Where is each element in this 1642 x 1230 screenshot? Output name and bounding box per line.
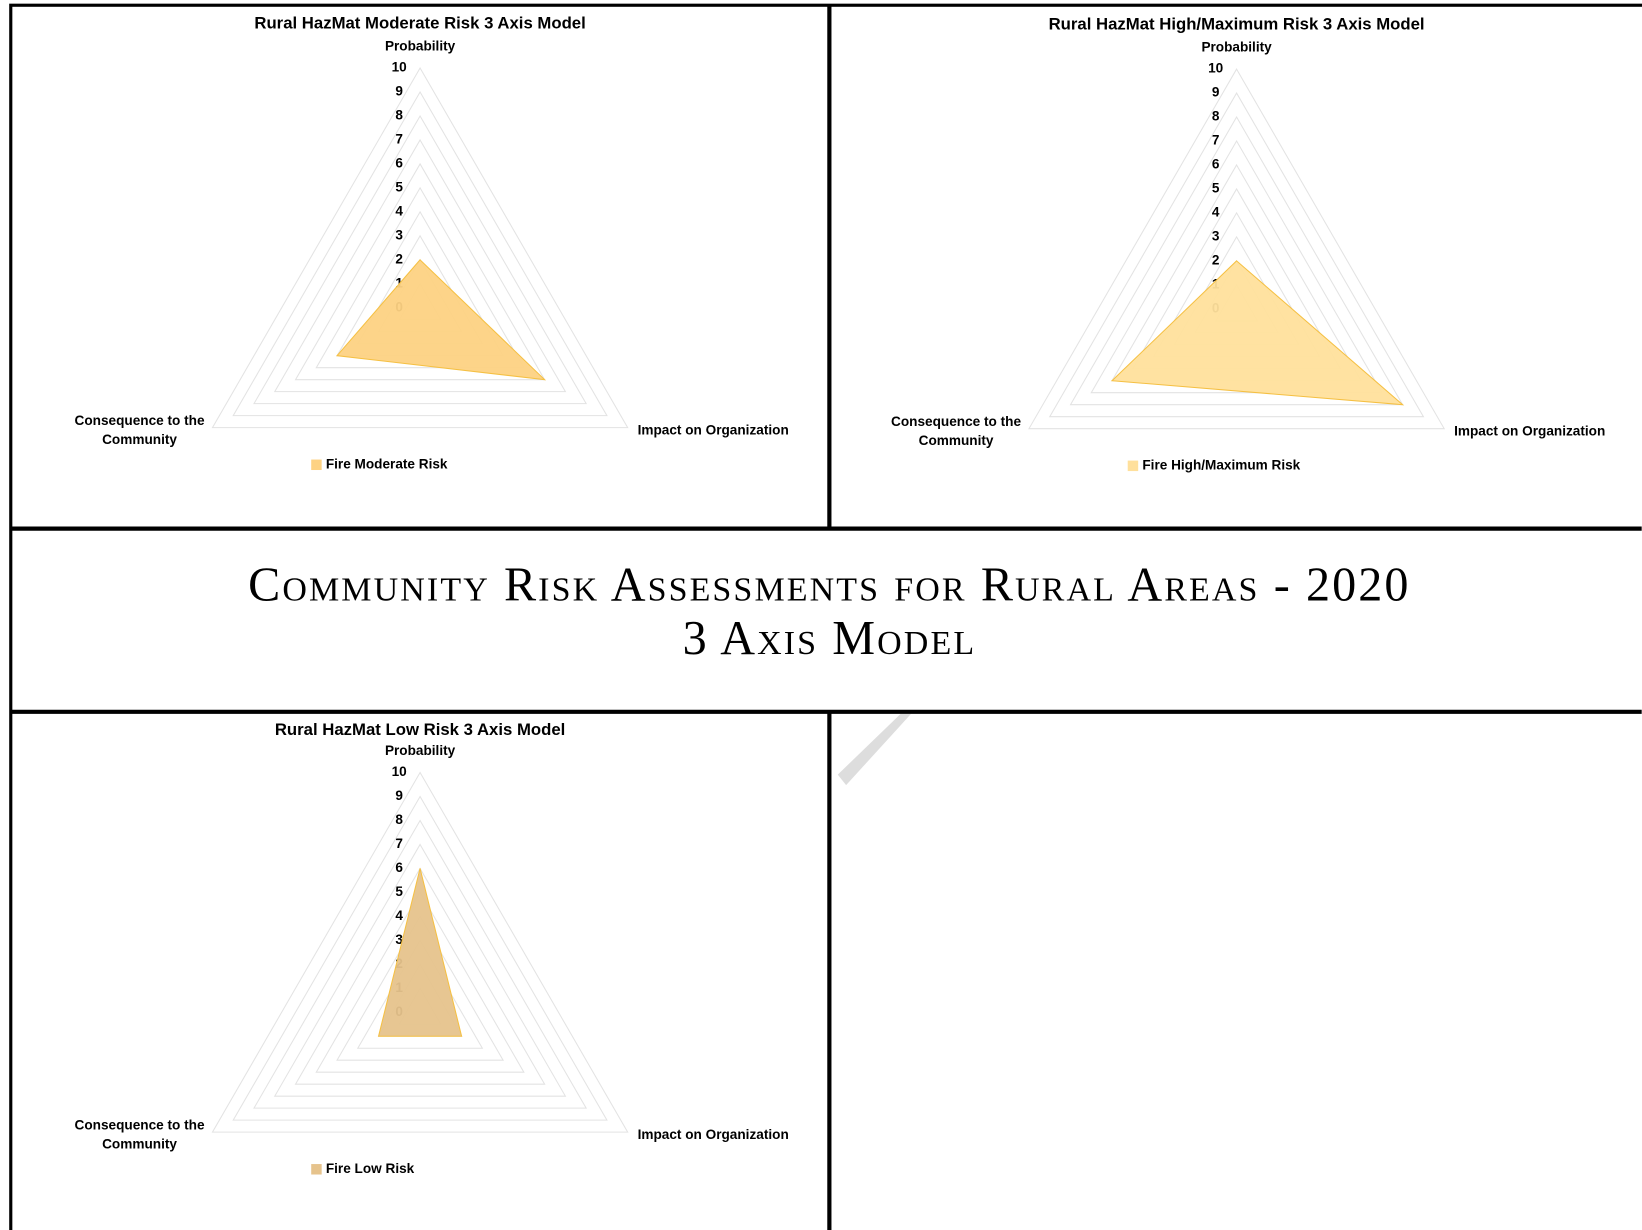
grid-line [1090, 139, 1383, 394]
axis-label: Impact on Organization [1454, 422, 1606, 439]
axis-label: Consequence to the Community [74, 412, 205, 447]
axis-label-box: Impact on Organization [1454, 422, 1606, 439]
chart-title: Rural HazMat Low Risk 3 Axis Model [275, 720, 565, 739]
tick-label: 7 [395, 132, 403, 147]
tick-label: 8 [395, 108, 403, 123]
tick-label: 8 [395, 812, 403, 827]
tick-label: 10 [392, 60, 407, 75]
grid-line [211, 66, 629, 429]
tick-label: 2 [1212, 252, 1220, 267]
grid-line [1028, 68, 1446, 430]
tick-label: 7 [395, 836, 403, 851]
axis-label-box: Consequence to the Community [74, 412, 205, 447]
axis-label: Impact on Organization [637, 421, 789, 438]
tick-label: 10 [392, 764, 407, 779]
tick-label: 6 [395, 860, 403, 875]
legend-swatch [1127, 460, 1139, 472]
tick-label: 5 [395, 179, 403, 194]
grid-line [294, 867, 546, 1085]
radar-area [377, 868, 463, 1037]
radar-area [335, 259, 547, 381]
tick-label: 4 [395, 203, 403, 218]
grid-line [232, 90, 608, 417]
tick-label: 1 [395, 275, 403, 290]
tick-label: 2 [395, 251, 403, 266]
axis-label: Consequence to the Community [74, 1116, 205, 1152]
axis-label: Probability [1201, 40, 1272, 55]
axis-label: Consequence to the Community [891, 413, 1022, 449]
grid-line [253, 114, 588, 405]
legend-label: Fire High/Maximum Risk [1142, 457, 1300, 472]
grid-line [232, 795, 608, 1121]
axis-label-box: Impact on Organization [637, 421, 789, 438]
chart-title: Rural HazMat Moderate Risk 3 Axis Model [254, 13, 585, 32]
grid-line [273, 843, 567, 1097]
tick-label: 3 [395, 932, 403, 947]
chart-title: Rural HazMat High/Maximum Risk 3 Axis Mo… [1049, 15, 1425, 34]
tick-label: 8 [1212, 109, 1220, 124]
grid-line [315, 891, 525, 1073]
tick-label: 9 [1212, 85, 1220, 100]
grid-line [273, 138, 567, 393]
grid-line [1048, 92, 1425, 418]
radar-area [1110, 260, 1405, 406]
legend-swatch [311, 459, 322, 471]
axis-label: Probability [385, 743, 456, 758]
legend-label: Fire Moderate Risk [326, 456, 448, 471]
tick-label: 7 [1212, 133, 1220, 148]
tick-label: 9 [395, 788, 403, 803]
page-subtitle: 3 Axis Model [683, 612, 977, 665]
tick-label: 10 [1208, 61, 1223, 76]
grid-line [253, 819, 588, 1109]
legend-swatch [311, 1164, 322, 1175]
grid-line [336, 915, 505, 1061]
axis-label: Impact on Organization [637, 1126, 789, 1143]
axis-label-box: Consequence to the Community [891, 413, 1022, 449]
legend-label: Fire Low Risk [326, 1161, 415, 1176]
tick-label: 6 [1212, 157, 1220, 172]
axis-label-box: Consequence to the Community [74, 1116, 205, 1152]
axis-label-box: Impact on Organization [637, 1126, 789, 1143]
tick-label: 3 [395, 227, 403, 242]
axis-label: Probability [385, 39, 456, 54]
grid-line [315, 186, 525, 369]
grid-line [211, 771, 629, 1133]
tick-label: 5 [1212, 181, 1220, 196]
tick-label: 9 [395, 84, 403, 99]
tick-label: 5 [395, 884, 403, 899]
tick-label: 3 [1212, 228, 1220, 243]
grid-line [1069, 115, 1404, 406]
frame [9, 3, 1642, 1230]
grid-line [294, 162, 546, 381]
tick-label: 4 [395, 908, 403, 923]
page-title: Community Risk Assessments for Rural Are… [248, 558, 1411, 611]
tick-label: 4 [1212, 205, 1220, 220]
watermark [837, 713, 912, 786]
tick-label: 6 [395, 156, 403, 171]
